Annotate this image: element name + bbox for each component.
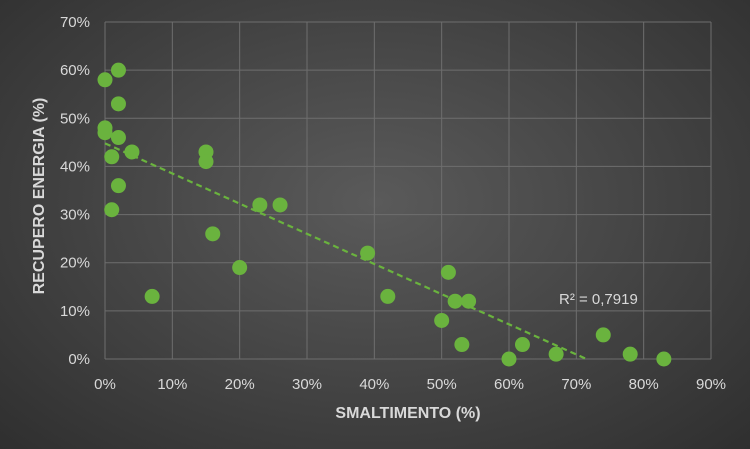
data-point: [110, 96, 126, 112]
data-point: [110, 130, 126, 146]
data-point: [232, 260, 248, 276]
x-tick-label: 50%: [427, 376, 457, 393]
x-tick-label: 10%: [157, 376, 187, 393]
x-tick-label: 0%: [94, 376, 116, 393]
data-point: [198, 154, 214, 170]
y-tick-label: 50%: [60, 110, 90, 127]
x-axis-title: SMALTIMENTO (%): [335, 405, 480, 422]
x-tick-label: 80%: [629, 376, 659, 393]
y-tick-label: 60%: [60, 62, 90, 79]
data-point: [501, 351, 517, 367]
data-point: [514, 337, 530, 353]
data-point: [124, 144, 140, 160]
x-tick-label: 60%: [494, 376, 524, 393]
trendline: [104, 142, 587, 361]
data-point: [548, 346, 564, 362]
y-axis-title: RECUPERO ENERGIA (%): [31, 98, 48, 295]
gridlines: [104, 21, 712, 360]
data-point: [252, 197, 268, 213]
data-point: [622, 346, 638, 362]
data-point: [97, 72, 113, 88]
data-point: [461, 293, 477, 309]
data-point: [434, 312, 450, 328]
x-tick-label: 40%: [359, 376, 389, 393]
data-point: [104, 202, 120, 218]
data-point: [144, 288, 160, 304]
data-point: [104, 149, 120, 165]
trendline-line: [104, 142, 587, 361]
x-tick-label: 30%: [292, 376, 322, 393]
data-point: [205, 226, 221, 242]
x-tick-label: 90%: [696, 376, 726, 393]
y-tick-label: 30%: [60, 207, 90, 224]
data-point: [380, 288, 396, 304]
y-tick-label: 70%: [60, 14, 90, 31]
y-axis-tick-labels: 0% 10% 20% 30% 40% 50% 60% 70%: [60, 14, 90, 368]
data-point: [454, 337, 470, 353]
data-point: [97, 125, 113, 141]
data-points: [97, 62, 672, 367]
data-point: [595, 327, 611, 343]
y-tick-label: 40%: [60, 158, 90, 175]
data-point: [272, 197, 288, 213]
y-tick-label: 10%: [60, 303, 90, 320]
x-axis-tick-labels: 0% 10% 20% 30% 40% 50% 60% 70% 80% 90%: [94, 376, 726, 393]
data-point: [360, 245, 376, 261]
x-tick-label: 20%: [225, 376, 255, 393]
x-tick-label: 70%: [561, 376, 591, 393]
data-point: [440, 264, 456, 280]
data-point: [110, 62, 126, 78]
data-point: [447, 293, 463, 309]
data-point: [110, 178, 126, 194]
r-squared-label: R² = 0,7919: [559, 291, 638, 308]
y-tick-label: 0%: [68, 351, 90, 368]
data-point: [656, 351, 672, 367]
y-tick-label: 20%: [60, 255, 90, 272]
